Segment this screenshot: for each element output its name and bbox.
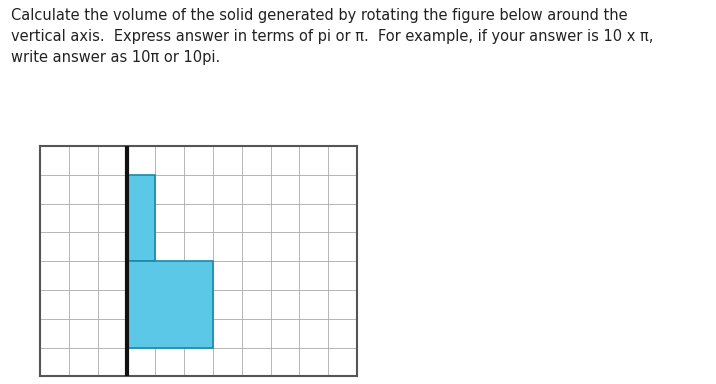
Text: Calculate the volume of the solid generated by rotating the figure below around : Calculate the volume of the solid genera… bbox=[11, 8, 653, 65]
Bar bbox=[127, 175, 155, 261]
Bar bbox=[127, 261, 213, 348]
